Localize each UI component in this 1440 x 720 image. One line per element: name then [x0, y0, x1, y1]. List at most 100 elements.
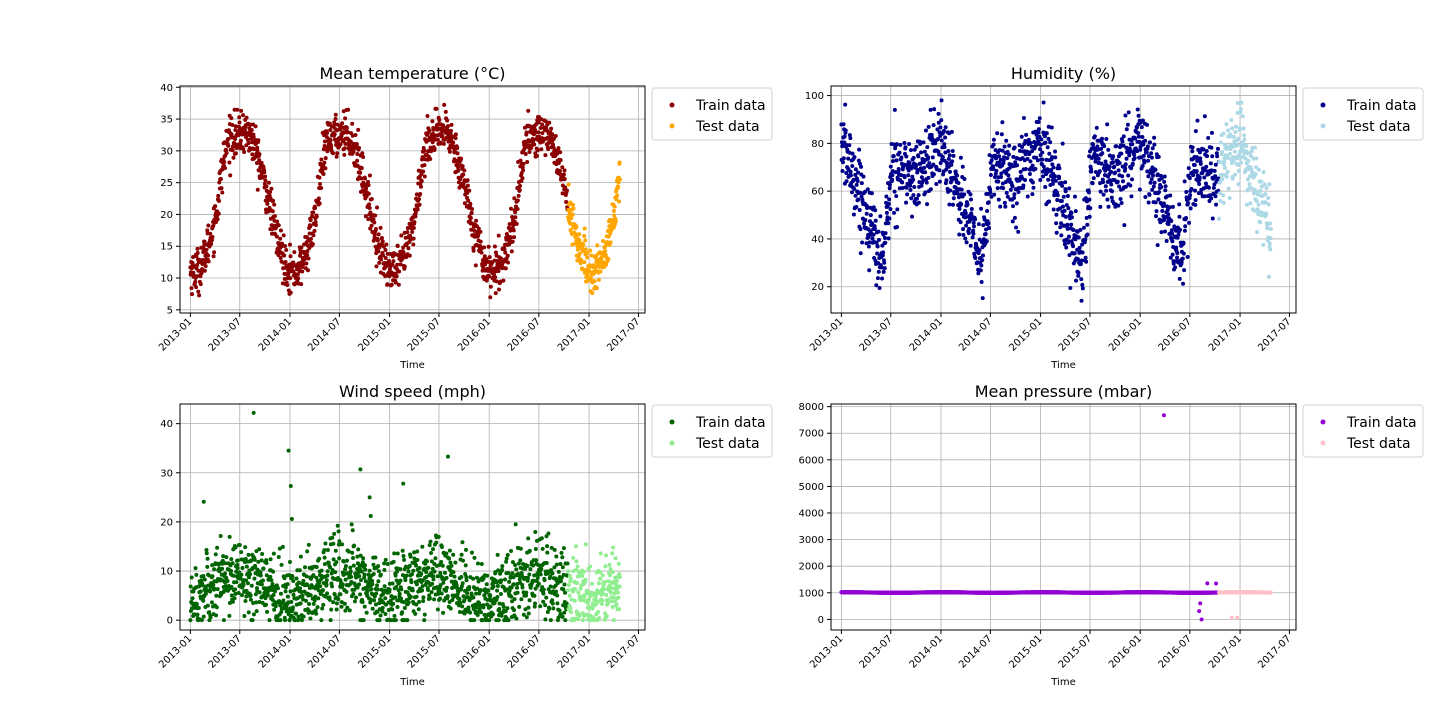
- data-point: [1168, 193, 1173, 198]
- data-point: [962, 192, 967, 197]
- data-point: [1190, 149, 1195, 154]
- data-point: [226, 143, 231, 148]
- data-point: [617, 177, 622, 182]
- data-point: [877, 237, 882, 242]
- data-point: [1076, 270, 1081, 275]
- data-point: [1062, 208, 1067, 213]
- data-point: [1262, 182, 1267, 187]
- data-point: [930, 155, 935, 160]
- data-point: [605, 601, 610, 606]
- data-point: [1187, 196, 1192, 201]
- data-point: [1066, 206, 1071, 211]
- data-point: [950, 202, 955, 207]
- data-point: [414, 563, 419, 568]
- data-point: [973, 256, 978, 261]
- data-point: [1117, 184, 1122, 189]
- data-point: [1130, 161, 1135, 166]
- data-point: [1182, 268, 1187, 273]
- data-point: [506, 618, 511, 623]
- data-point: [526, 536, 531, 541]
- data-point: [980, 253, 985, 258]
- data-point: [1118, 197, 1123, 202]
- data-point: [308, 616, 313, 621]
- data-point: [991, 166, 996, 171]
- data-point: [588, 564, 593, 569]
- data-point: [319, 185, 324, 190]
- data-point: [1107, 164, 1112, 169]
- data-point: [873, 258, 878, 263]
- legend-label: Test data: [695, 119, 760, 135]
- data-point: [314, 564, 319, 569]
- data-point: [1091, 176, 1096, 181]
- data-point: [340, 121, 345, 126]
- data-point: [247, 575, 252, 580]
- data-point: [1208, 161, 1213, 166]
- data-point: [1263, 191, 1268, 196]
- data-point: [511, 582, 516, 587]
- data-point: [414, 594, 419, 599]
- data-point: [259, 160, 264, 165]
- data-point: [213, 552, 218, 557]
- data-point: [944, 167, 949, 172]
- y-tick-label: 80: [811, 139, 824, 150]
- data-point: [195, 612, 200, 617]
- data-point: [1195, 158, 1200, 163]
- data-point: [532, 593, 537, 598]
- chart-title: Mean pressure (mbar): [975, 382, 1152, 401]
- data-point: [263, 602, 268, 607]
- data-point: [561, 172, 566, 177]
- data-point: [513, 522, 518, 527]
- outlier-point: [445, 454, 450, 459]
- data-point: [859, 181, 864, 186]
- data-point: [1203, 168, 1208, 173]
- data-point: [902, 141, 907, 146]
- data-point: [966, 231, 971, 236]
- data-point: [227, 601, 232, 606]
- data-point: [916, 193, 921, 198]
- data-point: [342, 152, 347, 157]
- data-point: [312, 598, 317, 603]
- data-point: [967, 226, 972, 231]
- data-point: [356, 127, 361, 132]
- data-point: [317, 201, 322, 206]
- data-point: [467, 585, 472, 590]
- data-point: [239, 593, 244, 598]
- data-point: [1268, 221, 1273, 226]
- data-point: [581, 267, 586, 272]
- y-tick-label: 5: [167, 305, 173, 316]
- data-point: [259, 558, 264, 563]
- data-point: [577, 232, 582, 237]
- data-point: [189, 286, 194, 291]
- y-tick-label: 25: [160, 178, 173, 189]
- data-point: [526, 605, 531, 610]
- data-point: [407, 253, 412, 258]
- data-point: [1098, 181, 1103, 186]
- data-point: [979, 279, 984, 284]
- data-point: [1136, 113, 1141, 118]
- data-point: [498, 256, 503, 261]
- data-point: [552, 547, 557, 552]
- data-point: [1163, 188, 1168, 193]
- data-point: [1129, 194, 1134, 199]
- data-point: [514, 567, 519, 572]
- data-point: [495, 588, 500, 593]
- data-point: [874, 240, 879, 245]
- data-point: [269, 578, 274, 583]
- data-point: [1059, 233, 1064, 238]
- data-point: [514, 616, 519, 621]
- data-point: [887, 186, 892, 191]
- data-point: [1171, 261, 1176, 266]
- data-point: [1073, 237, 1078, 242]
- data-point: [207, 610, 212, 615]
- data-point: [899, 173, 904, 178]
- data-point: [1211, 185, 1216, 190]
- data-point: [605, 228, 610, 233]
- data-point: [401, 250, 406, 255]
- data-point: [1144, 150, 1149, 155]
- data-point: [555, 593, 560, 598]
- data-point: [856, 158, 861, 163]
- data-point: [363, 176, 368, 181]
- data-point: [1061, 194, 1066, 199]
- data-point: [306, 256, 311, 261]
